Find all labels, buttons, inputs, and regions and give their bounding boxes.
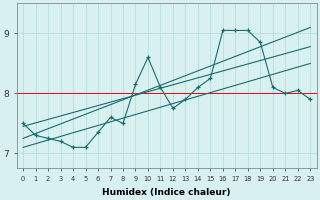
X-axis label: Humidex (Indice chaleur): Humidex (Indice chaleur) [102,188,231,197]
